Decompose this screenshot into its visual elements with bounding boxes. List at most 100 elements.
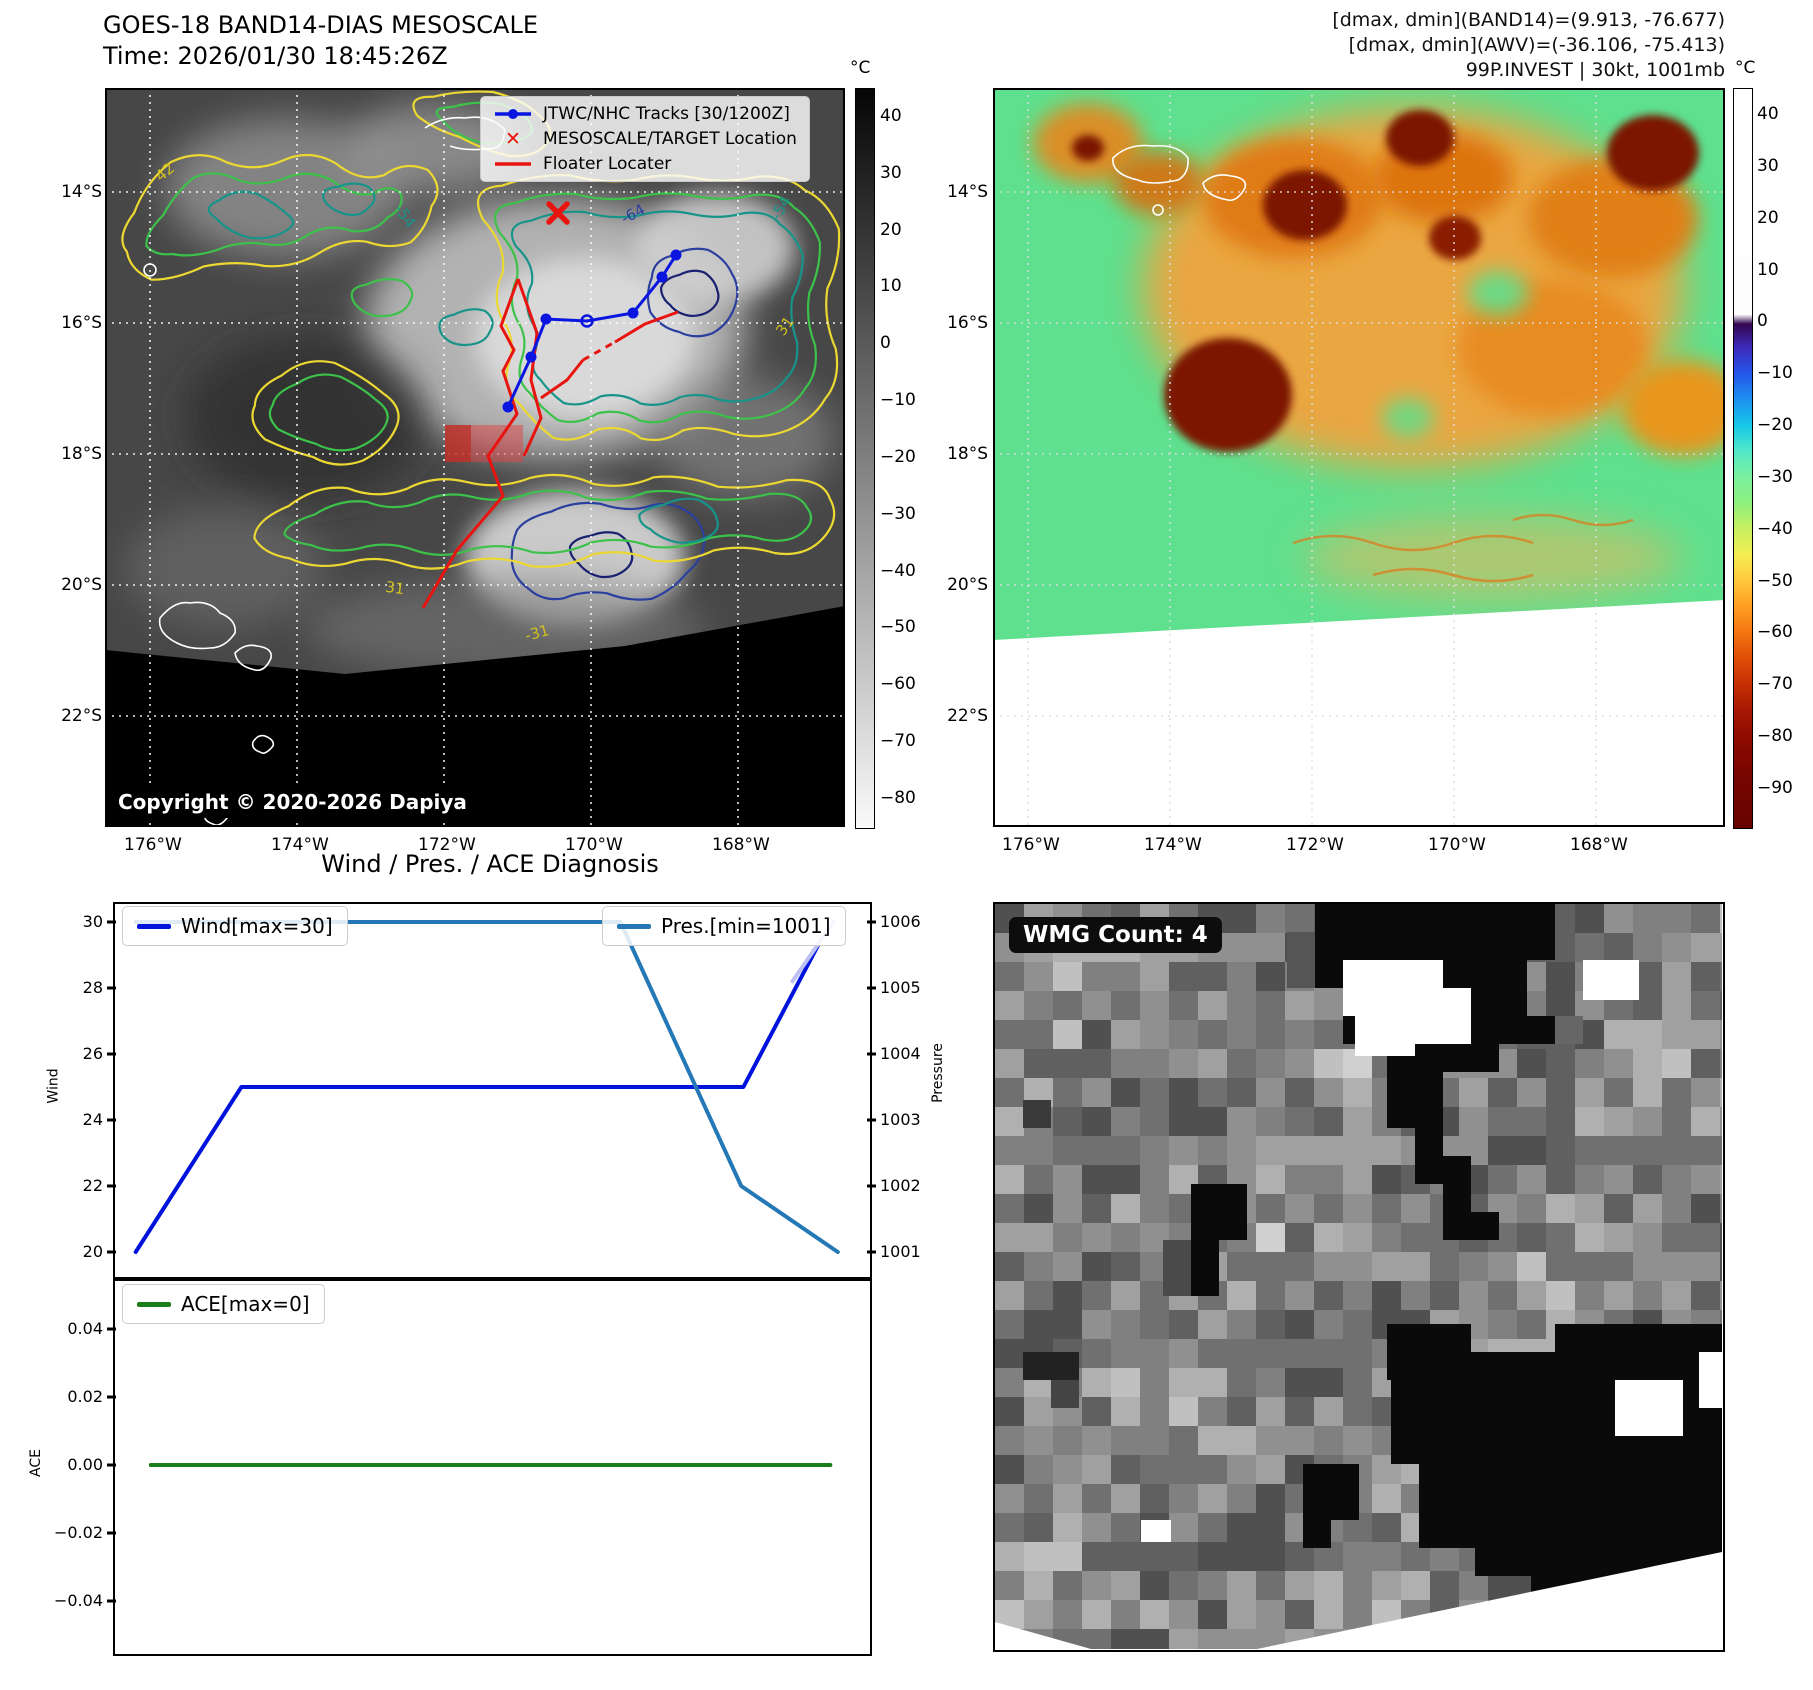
awv-lat-tick: 16°S: [947, 313, 988, 333]
awv-lon-tick: 170°W: [1428, 835, 1486, 855]
band14-colorbar-tick: −10: [880, 390, 916, 411]
awv-colorbar-tick: −30: [1757, 466, 1793, 487]
legend-row-track: JTWC/NHC Tracks [30/1200Z]: [493, 103, 797, 125]
floater-line-icon: [495, 162, 531, 166]
awv-colorbar-tick: −70: [1757, 674, 1793, 695]
band14-colorbar-tick: −50: [880, 617, 916, 638]
pressure-axis-tick: 1004: [880, 1044, 952, 1064]
wind-axis-tick: 20: [82, 1242, 103, 1261]
awv-lon-tick: 172°W: [1286, 835, 1344, 855]
awv-header-line3: 99P.INVEST | 30kt, 1001mb: [1465, 59, 1725, 81]
band14-colorbar-tick: 40: [880, 106, 902, 126]
band14-legend: JTWC/NHC Tracks [30/1200Z] ✕ MESOSCALE/T…: [480, 96, 810, 182]
awv-colorbar-unit: °C: [1735, 58, 1756, 78]
awv-colorbar-tick: −40: [1757, 518, 1793, 539]
band14-lon-tick: 176°W: [124, 835, 182, 855]
mesoscale-sector-core: [445, 425, 471, 462]
awv-colorbar: [1733, 88, 1753, 829]
pressure-axis-tick: 1002: [880, 1176, 952, 1196]
awv-lat-tick: 20°S: [947, 575, 988, 595]
pressure-legend-label: Pres.[min=1001]: [661, 914, 831, 938]
copyright-badge: Copyright © 2020-2026 Dapiya: [108, 786, 477, 818]
wmg-nodata-wedge: [1257, 1552, 1722, 1649]
legend-floater-label: Floater Locater: [543, 154, 672, 174]
wind-axis-label: Wind: [45, 1068, 62, 1104]
pressure-axis-label: Pressure: [929, 1043, 946, 1103]
legend-track-label: JTWC/NHC Tracks [30/1200Z]: [543, 104, 790, 124]
awv-colorbar-tick: −90: [1757, 777, 1793, 798]
band14-gridlines: [105, 88, 845, 827]
pressure-axis-tick: 1006: [880, 912, 952, 932]
ace-axis-label-wrap: ACE: [22, 1449, 50, 1477]
ace-axis-tick: 0.00: [67, 1455, 103, 1474]
band14-overlays: [421, 201, 682, 609]
band14-colorbar-tick: −70: [880, 731, 916, 752]
awv-colorbar-tick: −50: [1757, 570, 1793, 591]
ace-axis-label: ACE: [27, 1449, 44, 1477]
series-wind-max-30-: [133, 943, 821, 1254]
awv-lat-tick: 22°S: [947, 706, 988, 726]
pressure-axis-label-wrap: Pressure: [908, 1043, 968, 1103]
track-line-icon: [495, 109, 531, 119]
wmg-nodata-sliver: [995, 1622, 1091, 1649]
band14-basemap: [105, 88, 845, 827]
awv-lat-tick: 18°S: [947, 444, 988, 464]
band14-lat-tick: 18°S: [61, 444, 102, 464]
awv-header: [dmax, dmin](BAND14)=(9.913, -76.677) [d…: [1025, 8, 1725, 83]
band14-colorbar: [855, 88, 875, 829]
legend-target-label: MESOSCALE/TARGET Location: [543, 129, 797, 149]
band14-colorbar-tick: 10: [880, 276, 902, 297]
band14-lat-axis: 14°S 16°S 18°S 20°S 22°S: [38, 182, 102, 726]
pressure-axis-ticks: 1006 1005 1004 1003 1002 1001: [880, 912, 952, 1262]
awv-colorbar-tick: −20: [1757, 415, 1793, 436]
band14-lat-tick: 14°S: [61, 182, 102, 202]
band14-colorbar-tick: 30: [880, 162, 902, 183]
ace-axis-tick: 0.04: [67, 1319, 103, 1338]
awv-gridlines: [993, 88, 1725, 827]
awv-colorbar-ticks: 40 30 20 10 0 −10 −20 −30 −40 −50 −60 −70 −80 −90: [1757, 104, 1813, 798]
awv-lat-tick: 14°S: [947, 182, 988, 202]
band14-colorbar-unit: °C: [850, 58, 871, 78]
ace-axis-ticks: 0.04 0.02 0.00 −0.02 −0.04: [31, 1319, 103, 1611]
awv-colorbar-tick: 30: [1757, 155, 1779, 176]
band14-lon-tick: 174°W: [271, 835, 329, 855]
band14-lon-tick: 168°W: [712, 835, 770, 855]
awv-colorbar-tick: 20: [1757, 207, 1779, 228]
legend-row-target: ✕ MESOSCALE/TARGET Location: [493, 128, 797, 150]
band14-colorbar-ticks: 40 30 20 10 0 −10 −20 −30 −40 −50 −60 −70 −80: [880, 106, 940, 808]
awv-colorbar-tick: −60: [1757, 622, 1793, 643]
wmg-panel: WMG Count: 4: [993, 902, 1725, 1652]
band14-colorbar-tick: −20: [880, 446, 916, 467]
band14-colorbar-tick: −60: [880, 674, 916, 695]
wind-legend-swatch: [137, 923, 171, 929]
awv-map-image: [993, 88, 1725, 827]
awv-coastlines: [1112, 144, 1247, 216]
band14-colorbar-tick: 0: [880, 333, 891, 354]
band14-lon-tick: 172°W: [418, 835, 476, 855]
pressure-axis-tick: 1003: [880, 1110, 952, 1130]
band14-title-line1: GOES-18 BAND14-DIAS MESOSCALE: [103, 11, 539, 39]
ace-legend: ACE[max=0]: [122, 1284, 325, 1324]
awv-colorbar-tick: 10: [1757, 259, 1779, 280]
ace-axis-tick: −0.04: [53, 1591, 103, 1610]
awv-header-line2: [dmax, dmin](AWV)=(-36.106, -75.413): [1348, 34, 1725, 56]
awv-colorbar-tick: −10: [1757, 363, 1793, 384]
band14-lat-tick: 22°S: [61, 706, 102, 726]
band14-space-region: [105, 606, 845, 827]
awv-lon-tick: 168°W: [1570, 835, 1628, 855]
band14-title: GOES-18 BAND14-DIAS MESOSCALE Time: 2026…: [103, 10, 538, 72]
target-x-icon: ✕: [505, 128, 521, 150]
diagnosis-title: Wind / Pres. / ACE Diagnosis: [321, 850, 659, 878]
wmg-count-badge: WMG Count: 4: [1009, 917, 1222, 953]
ace-axis-tick: −0.02: [53, 1523, 103, 1542]
band14-title-line2: Time: 2026/01/30 18:45:26Z: [103, 42, 448, 70]
floater-locater-path: [421, 278, 679, 609]
legend-row-floater: Floater Locater: [493, 153, 797, 175]
diagnosis-chart-canvas: [133, 920, 840, 1467]
jtwc-track-points: [502, 249, 682, 413]
ace-legend-label: ACE[max=0]: [181, 1292, 310, 1316]
wind-axis-tick: 24: [82, 1110, 103, 1129]
pressure-axis-tick: 1001: [880, 1242, 952, 1262]
wind-axis-tick: 22: [82, 1176, 103, 1195]
